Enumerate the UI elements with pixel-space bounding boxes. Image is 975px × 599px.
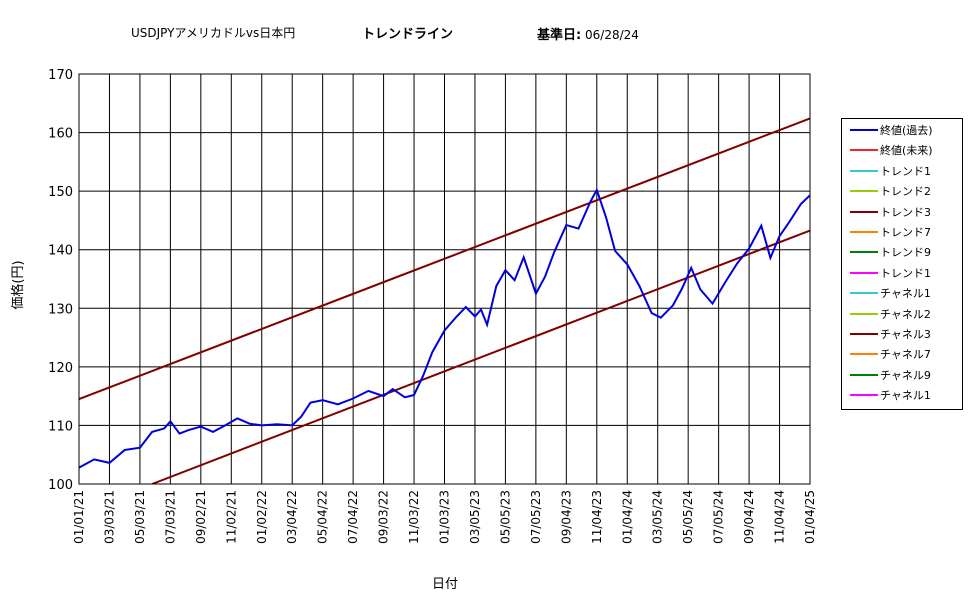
legend-item: トレンド7: [850, 224, 931, 244]
plot-frame: [78, 73, 811, 485]
x-tick-label: 07/03/21: [163, 490, 177, 544]
x-tick-label: 11/04/24: [773, 490, 787, 544]
legend-swatch: [850, 373, 878, 376]
x-axis: 01/01/21 03/03/21 05/03/21 07/03/21 09/02/21…: [72, 490, 817, 544]
legend-label: チャネル9: [880, 368, 931, 382]
x-tick-label: 11/04/23: [590, 490, 604, 544]
x-tick-label: 05/05/24: [681, 490, 695, 544]
legend-swatch: [850, 333, 878, 335]
legend-label: チャネル1: [880, 287, 931, 301]
legend-item: 終値(過去): [850, 122, 933, 142]
legend-item: チャネル2: [850, 306, 931, 326]
y-tick-label: 120: [48, 361, 73, 376]
x-tick-label: 01/04/25: [803, 490, 817, 544]
legend-swatch: [850, 292, 878, 295]
trend-label: トレンドライン: [362, 27, 454, 42]
x-tick-label: 09/03/22: [377, 490, 391, 544]
legend-swatch: [850, 312, 878, 315]
y-tick-label: 140: [48, 244, 73, 259]
legend-item: トレンド1: [850, 163, 931, 183]
y-axis-label: 価格(円): [10, 260, 26, 309]
y-tick-label: 130: [48, 302, 73, 317]
legend-item: トレンド1: [850, 265, 931, 285]
x-tick-label: 09/02/21: [194, 490, 208, 544]
x-tick-label: 03/04/22: [285, 490, 299, 544]
base-date-value: 06/28/24: [585, 28, 639, 42]
x-tick-label: 05/04/22: [316, 490, 330, 544]
legend-swatch: [850, 353, 878, 356]
legend-item: 終値(未来): [850, 142, 933, 162]
legend-item: チャネル3: [850, 326, 931, 346]
x-tick-label: 11/02/21: [224, 490, 238, 544]
legend-label: チャネル1: [880, 389, 931, 403]
x-tick-label: 03/05/24: [651, 490, 665, 544]
y-axis: 100 110 120 130 140 150 160 170: [48, 68, 73, 493]
x-tick-label: 07/05/23: [529, 490, 543, 544]
legend-item: トレンド3: [850, 204, 931, 224]
x-tick-label: 09/04/23: [559, 490, 573, 544]
legend-swatch: [850, 251, 878, 254]
x-tick-label: 09/04/24: [742, 490, 756, 544]
legend-item: チャネル1: [850, 387, 931, 407]
y-tick-label: 110: [48, 419, 73, 434]
legend-label: トレンド9: [880, 246, 931, 260]
legend-label: チャネル3: [880, 328, 931, 341]
legend: 終値(過去) 終値(未来) トレンド1 トレンド2 トレンド3 トレンド7 トレンド9 トレン…: [841, 118, 963, 410]
legend-swatch: [850, 210, 878, 213]
legend-label: トレンド1: [880, 266, 931, 280]
legend-swatch: [850, 169, 878, 172]
legend-swatch: [850, 129, 878, 131]
legend-swatch: [850, 190, 878, 193]
y-tick-label: 160: [48, 127, 73, 142]
legend-item: チャネル9: [850, 367, 931, 387]
x-axis-label: 日付: [432, 577, 458, 592]
x-tick-label: 01/04/24: [620, 490, 634, 544]
x-tick-label: 11/03/22: [407, 490, 421, 544]
legend-item: チャネル1: [850, 285, 931, 305]
legend-label: トレンド3: [880, 205, 931, 219]
x-tick-label: 05/05/23: [498, 490, 512, 544]
legend-label: トレンド7: [880, 226, 931, 239]
legend-swatch: [850, 149, 878, 152]
price-line: [79, 187, 810, 469]
legend-swatch: [850, 271, 878, 274]
x-tick-label: 01/01/21: [72, 490, 86, 544]
legend-label: 終値(過去): [880, 124, 933, 137]
chart-title: USDJPYアメリカドルvs日本円: [131, 26, 296, 40]
base-date: 基準日: 06/28/24: [537, 24, 639, 43]
legend-label: トレンド2: [880, 185, 931, 199]
x-tick-label: 07/04/22: [346, 490, 360, 544]
legend-item: トレンド2: [850, 183, 931, 203]
grid: [78, 73, 811, 485]
y-tick-label: 150: [48, 185, 73, 200]
x-tick-label: 05/03/21: [133, 490, 147, 544]
legend-swatch: [850, 231, 878, 233]
legend-label: チャネル7: [880, 348, 931, 362]
x-tick-label: 03/03/21: [102, 490, 116, 544]
y-tick-label: 170: [48, 68, 73, 83]
series-lines: [79, 117, 810, 484]
trend-line: [79, 117, 810, 401]
y-tick-label: 100: [48, 478, 73, 493]
legend-item: チャネル7: [850, 346, 931, 366]
legend-label: 終値(未来): [880, 144, 933, 158]
x-tick-label: 01/02/22: [255, 490, 269, 544]
base-date-label: 基準日:: [537, 28, 582, 43]
legend-item: トレンド9: [850, 244, 931, 264]
legend-label: チャネル2: [880, 307, 931, 321]
legend-label: トレンド1: [880, 164, 931, 178]
x-tick-label: 01/03/23: [438, 490, 452, 544]
trend-line: [151, 229, 810, 484]
x-tick-label: 07/05/24: [712, 490, 726, 544]
legend-swatch: [850, 394, 878, 397]
x-tick-label: 03/05/23: [468, 490, 482, 544]
